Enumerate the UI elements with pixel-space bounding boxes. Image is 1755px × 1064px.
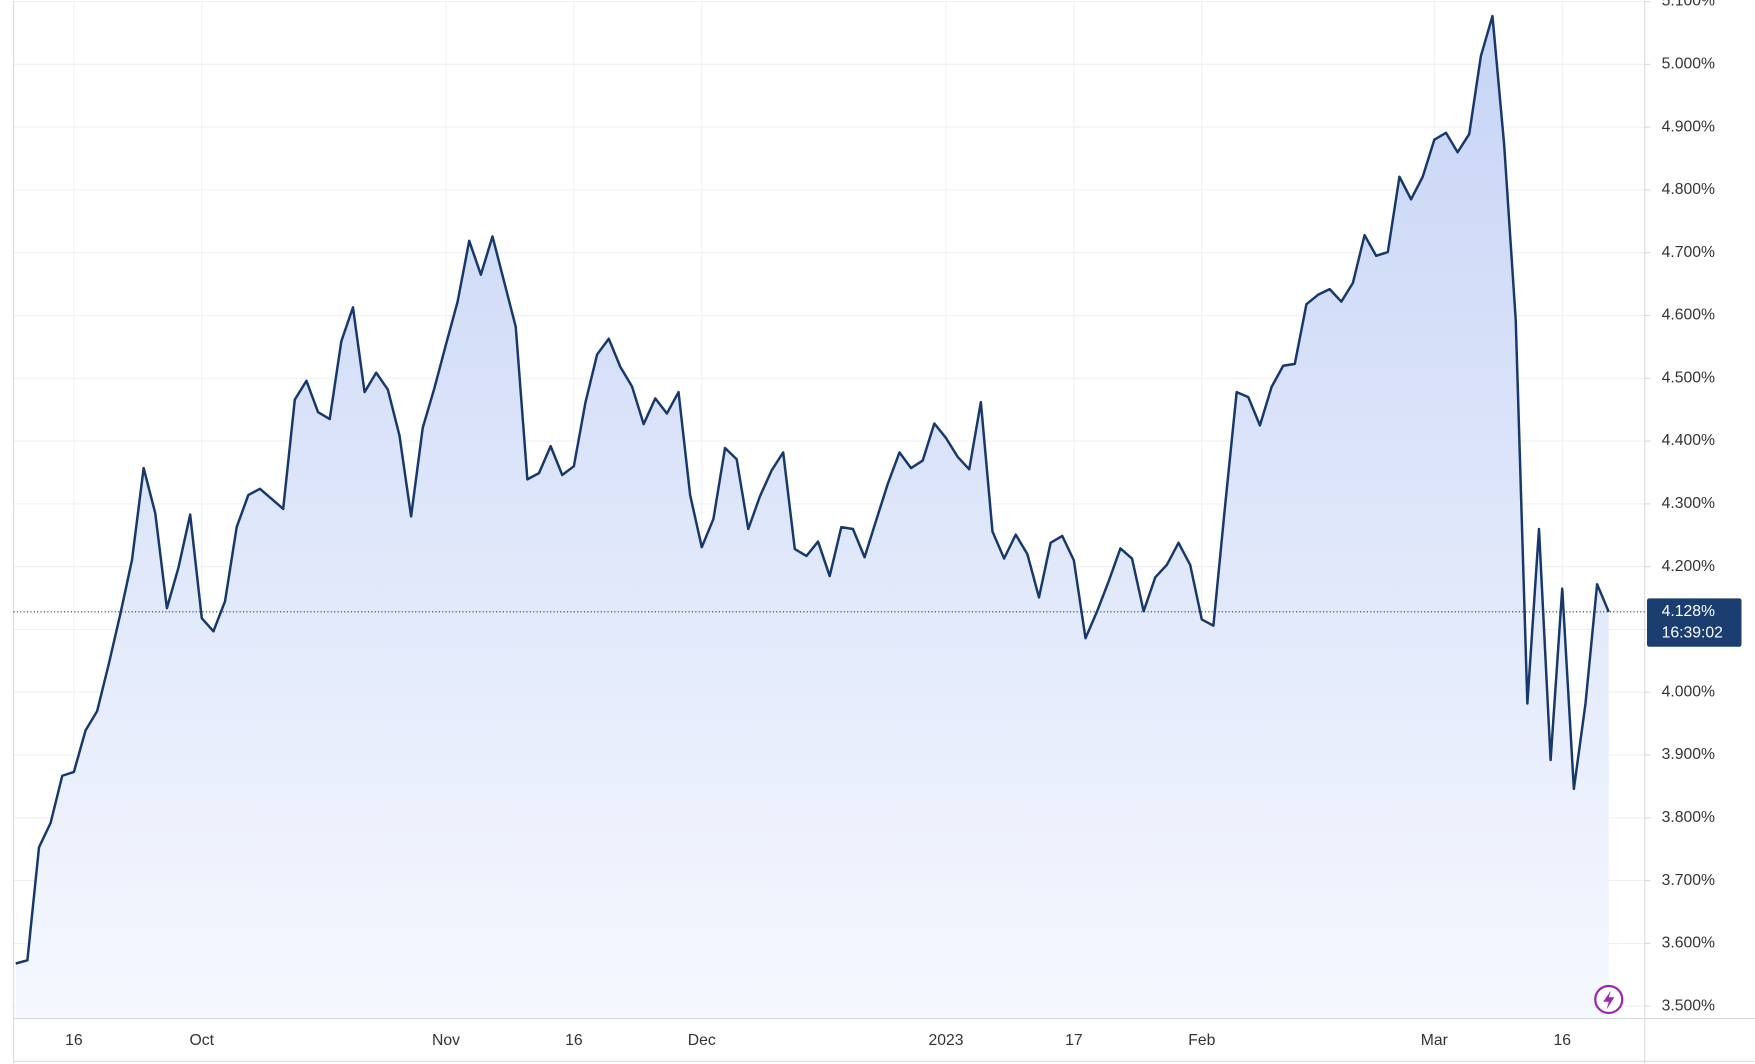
y-tick-label: 4.700% [1662, 244, 1715, 261]
x-tick-label: 16 [1553, 1032, 1571, 1049]
x-tick-label: Mar [1421, 1032, 1448, 1049]
y-tick-label: 5.000% [1662, 56, 1715, 73]
y-tick-label: 3.600% [1662, 935, 1715, 952]
y-tick-label: 5.100% [1662, 0, 1715, 10]
y-tick-label: 3.700% [1662, 872, 1715, 889]
y-tick-label: 3.500% [1662, 997, 1715, 1014]
y-tick-label: 4.600% [1662, 307, 1715, 324]
y-tick-label: 3.900% [1662, 746, 1715, 763]
y-tick-label: 4.300% [1662, 495, 1715, 512]
last-price-box [1647, 598, 1742, 647]
x-tick-label: Dec [688, 1032, 716, 1049]
last-price-time: 16:39:02 [1662, 624, 1723, 641]
y-tick-label: 4.800% [1662, 181, 1715, 198]
y-tick-label: 4.400% [1662, 432, 1715, 449]
y-tick-label: 4.000% [1662, 683, 1715, 700]
x-tick-label: Feb [1188, 1032, 1215, 1049]
line [15, 14, 1610, 965]
x-tick-label: 17 [1065, 1032, 1083, 1049]
x-tick-label: 16 [65, 1032, 83, 1049]
y-tick-label: 3.800% [1662, 809, 1715, 826]
x-tick-label: Nov [432, 1032, 460, 1049]
x-tick-label: 16 [565, 1032, 583, 1049]
last-price-label: 4.128% [1662, 603, 1715, 620]
area [15, 16, 1609, 1019]
y-tick-label: 4.500% [1662, 369, 1715, 386]
y-tick-label: 4.200% [1662, 558, 1715, 575]
flash-icon[interactable] [1594, 984, 1624, 1015]
x-tick-label: 2023 [928, 1032, 963, 1049]
y-tick-label: 4.900% [1662, 118, 1715, 135]
x-tick-label: Oct [190, 1032, 215, 1049]
